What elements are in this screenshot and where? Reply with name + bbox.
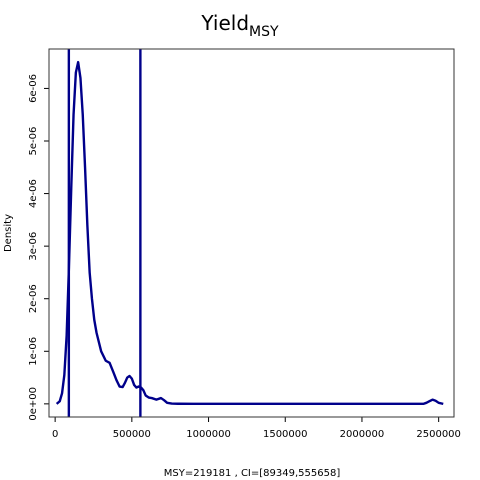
x-tick-label: 500000: [113, 429, 151, 440]
y-tick-label: 6e-06: [28, 74, 39, 103]
x-axis-label: MSY=219181 , CI=[89349,555658]: [164, 468, 341, 479]
y-tick-label: 5e-06: [28, 127, 39, 156]
density-curve: [55, 60, 444, 406]
plot-axes: 0 500000 1000000 1500000 2000000 2500000 0e+00…: [28, 74, 461, 440]
chart-title-main: Yield: [200, 11, 249, 35]
y-tick-label: 0e+00: [28, 387, 39, 421]
y-tick-label: 4e-06: [28, 179, 39, 208]
y-tick-label: 3e-06: [28, 232, 39, 261]
x-tick-label: 0: [52, 429, 58, 440]
chart-title-subscript: MSY: [249, 24, 279, 40]
plot-marks: [55, 49, 444, 417]
y-tick-label: 1e-06: [28, 337, 39, 366]
x-tick-label: 2000000: [340, 429, 385, 440]
plot-frame: [48, 48, 455, 418]
x-tick-label: 1500000: [263, 429, 308, 440]
x-tick-label: 2500000: [416, 429, 461, 440]
chart-title: YieldMSY: [200, 11, 279, 40]
y-tick-label: 2e-06: [28, 284, 39, 313]
x-tick-label: 1000000: [186, 429, 231, 440]
y-axis-label: Density: [3, 214, 14, 252]
